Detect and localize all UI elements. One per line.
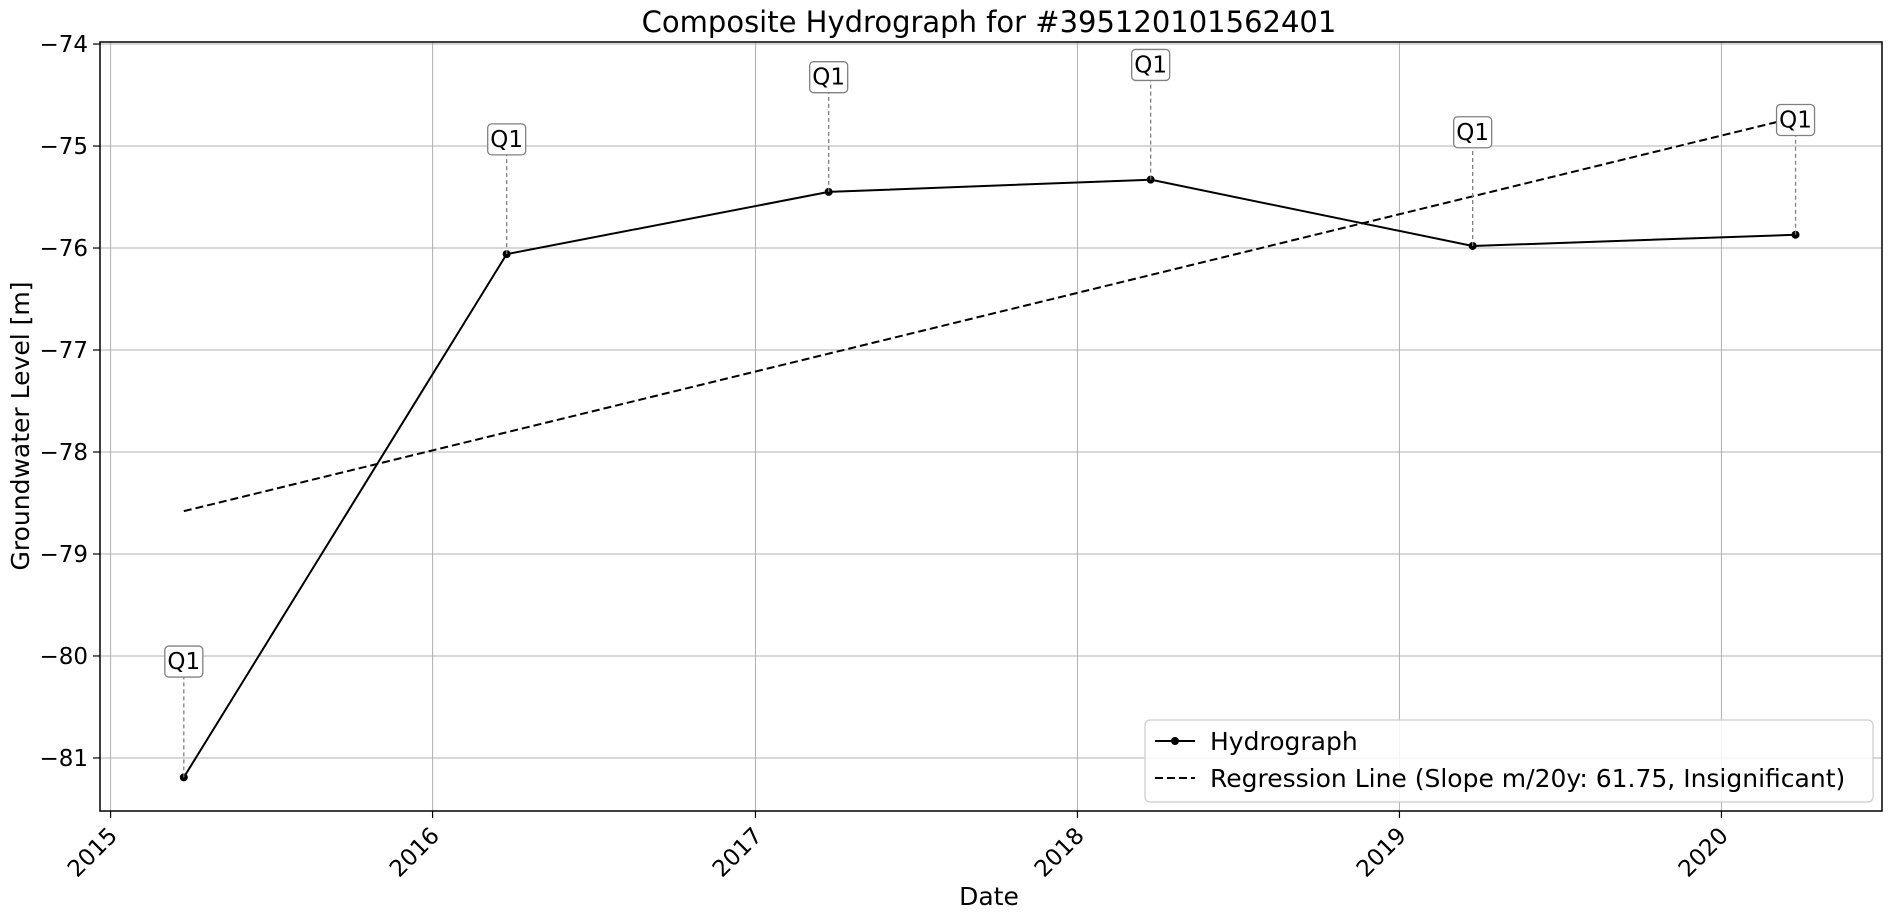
annotations-layer: Q1 Q1 Q1 Q1 Q1 Q1 (164, 48, 1816, 778)
legend-box (1144, 719, 1874, 803)
legend-marker-swatch (1171, 737, 1179, 745)
legend-label: Regression Line (Slope m/20y: 61.75, Ins… (1210, 764, 1845, 793)
x-tick-label: 2017 (708, 823, 768, 883)
y-tick-label: −79 (39, 542, 88, 568)
annotation-box (1131, 48, 1171, 82)
annotation-label: Q1 (1779, 108, 1812, 134)
regression-line (183, 116, 1796, 513)
y-tick-label: −77 (39, 338, 88, 364)
y-tick-label: −81 (39, 746, 88, 772)
annotation-box (1453, 116, 1493, 149)
annotation-label: Q1 (490, 127, 523, 153)
annotation-label: Q1 (1134, 52, 1167, 78)
chart-title: Composite Hydrograph for #39512010156240… (642, 5, 1337, 39)
annotation-label: Q1 (167, 649, 200, 675)
x-tick-label: 2018 (1030, 823, 1090, 883)
plot-frame (99, 41, 1883, 812)
x-tick-label: 2016 (385, 823, 445, 883)
annotation-box (164, 645, 204, 678)
hydrograph-line (182, 178, 1796, 778)
y-tick-label: −74 (39, 32, 88, 58)
y-axis-label: Groundwater Level [m] (6, 282, 35, 571)
legend-label: Hydrograph (1210, 727, 1358, 756)
legend: Hydrograph Regression Line (Slope m/20y: … (1144, 719, 1874, 803)
x-tick-label: 2015 (63, 823, 123, 883)
grid-lines (100, 42, 1882, 811)
y-tick-label: −80 (39, 644, 88, 670)
annotation-label: Q1 (1456, 120, 1489, 146)
hydrograph-point (502, 250, 511, 259)
annotation-box (809, 61, 849, 94)
annotation-box (487, 123, 527, 156)
y-tick-label: −76 (39, 236, 88, 262)
y-tick-label: −75 (39, 134, 88, 160)
series-layer (179, 116, 1800, 782)
annotation-box (1775, 103, 1816, 137)
y-tick-label: −78 (39, 440, 88, 466)
x-tick-label: 2019 (1352, 823, 1412, 883)
x-axis-label: Date (959, 882, 1019, 911)
x-tick-label: 2020 (1674, 823, 1734, 883)
annotation-label: Q1 (812, 65, 845, 91)
